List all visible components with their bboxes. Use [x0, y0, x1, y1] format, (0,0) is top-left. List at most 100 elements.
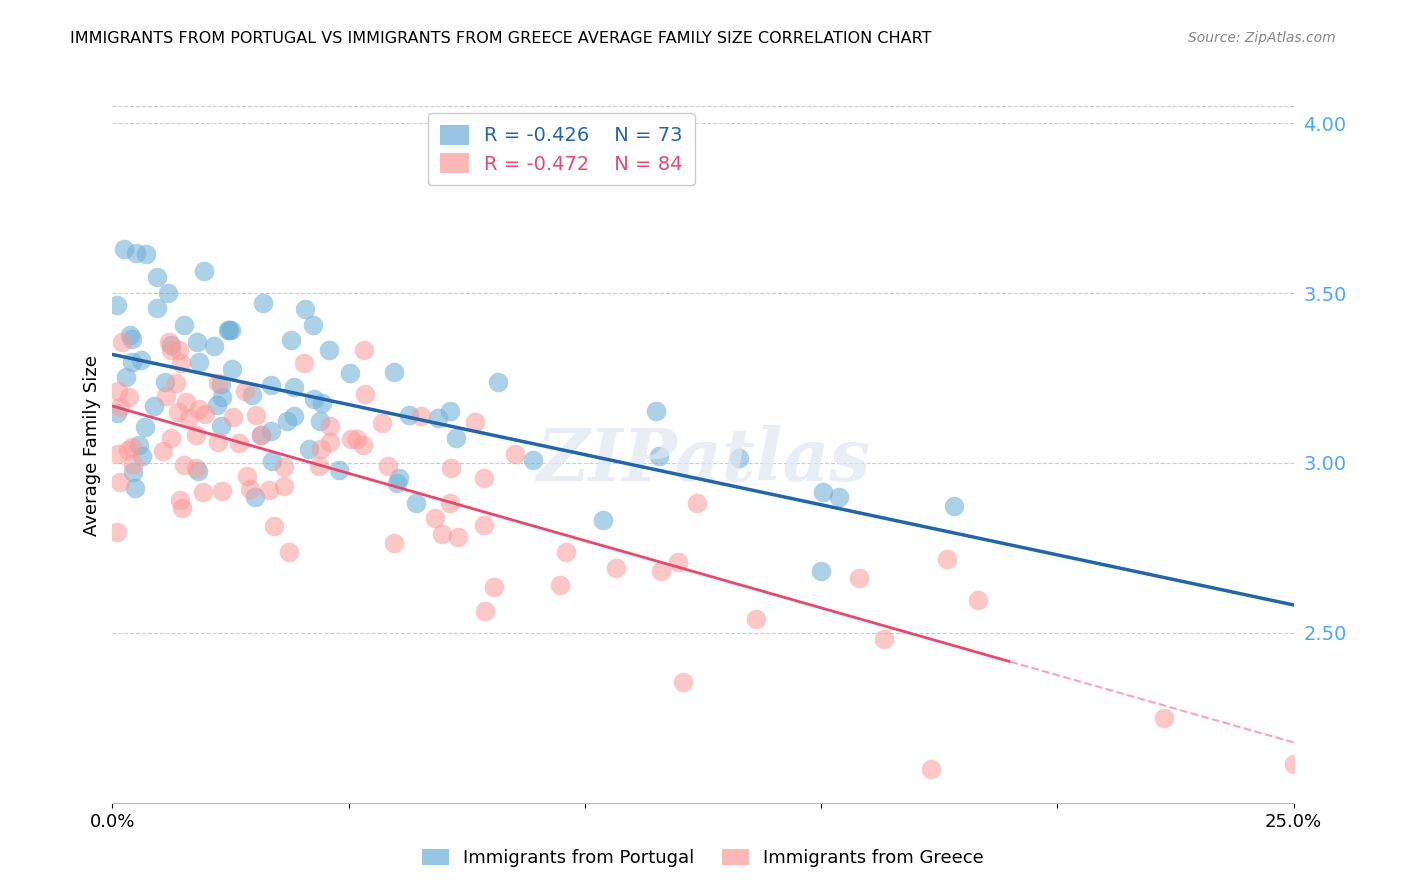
Portugal [648, 449, 671, 463]
Text: Source: ZipAtlas.com: Source: ZipAtlas.com [1188, 31, 1336, 45]
Greece [184, 427, 207, 442]
Greece [1282, 756, 1305, 771]
Greece [179, 411, 201, 425]
Portugal [218, 323, 240, 337]
Greece [319, 418, 342, 433]
Portugal [260, 454, 283, 468]
Portugal [283, 380, 305, 394]
Portugal [146, 301, 169, 315]
Portugal [221, 362, 243, 376]
Greece [169, 493, 191, 508]
Portugal [209, 418, 232, 433]
Portugal [209, 377, 232, 392]
Greece [236, 469, 259, 483]
Greece [117, 443, 139, 458]
Greece [249, 427, 271, 442]
Legend: R = -0.426    N = 73, R = -0.472    N = 84: R = -0.426 N = 73, R = -0.472 N = 84 [427, 113, 695, 186]
Greece [107, 384, 129, 398]
Greece [464, 415, 486, 429]
Greece [121, 441, 143, 455]
Greece [472, 471, 495, 485]
Greece [967, 593, 990, 607]
Portugal [187, 464, 209, 478]
Greece [160, 431, 183, 445]
Portugal [188, 354, 211, 368]
Greece [371, 416, 394, 430]
Portugal [311, 396, 333, 410]
Greece [239, 482, 262, 496]
Portugal [105, 406, 128, 420]
Portugal [828, 490, 851, 504]
Legend: Immigrants from Portugal, Immigrants from Greece: Immigrants from Portugal, Immigrants fro… [415, 841, 991, 874]
Greece [118, 390, 141, 404]
Greece [685, 496, 707, 510]
Greece [650, 564, 672, 578]
Text: ZIPatlas: ZIPatlas [536, 425, 870, 496]
Greece [346, 432, 368, 446]
Portugal [398, 408, 420, 422]
Portugal [309, 414, 332, 428]
Greece [409, 409, 432, 423]
Portugal [135, 247, 157, 261]
Portugal [205, 398, 228, 412]
Greece [555, 545, 578, 559]
Portugal [155, 375, 177, 389]
Portugal [810, 564, 832, 578]
Portugal [260, 378, 283, 392]
Portugal [645, 404, 668, 418]
Portugal [382, 365, 405, 379]
Portugal [159, 337, 181, 351]
Greece [354, 387, 377, 401]
Greece [340, 432, 363, 446]
Greece [233, 384, 256, 398]
Greece [447, 530, 470, 544]
Greece [482, 580, 505, 594]
Greece [672, 674, 695, 689]
Greece [152, 443, 174, 458]
Portugal [943, 499, 966, 513]
Greece [167, 405, 190, 419]
Greece [173, 458, 195, 472]
Greece [108, 475, 131, 490]
Greece [257, 483, 280, 497]
Portugal [124, 481, 146, 495]
Greece [382, 535, 405, 549]
Text: IMMIGRANTS FROM PORTUGAL VS IMMIGRANTS FROM GREECE AVERAGE FAMILY SIZE CORRELATI: IMMIGRANTS FROM PORTUGAL VS IMMIGRANTS F… [70, 31, 932, 46]
Greece [423, 511, 446, 525]
Greece [1153, 711, 1175, 725]
Greece [211, 484, 233, 499]
Greece [263, 519, 285, 533]
Greece [936, 552, 959, 566]
Greece [221, 409, 243, 424]
Greece [228, 435, 250, 450]
Greece [920, 762, 942, 776]
Greece [503, 447, 526, 461]
Greece [292, 356, 315, 370]
Portugal [250, 427, 273, 442]
Portugal [217, 323, 239, 337]
Portugal [405, 496, 427, 510]
Greece [170, 500, 193, 515]
Portugal [728, 451, 751, 466]
Greece [848, 571, 870, 585]
Portugal [131, 449, 153, 463]
Greece [105, 524, 128, 539]
Greece [184, 460, 207, 475]
Portugal [304, 392, 326, 406]
Portugal [294, 302, 316, 317]
Greece [165, 376, 187, 390]
Greece [439, 496, 461, 510]
Greece [352, 438, 374, 452]
Greece [474, 604, 496, 618]
Portugal [156, 286, 179, 301]
Greece [666, 555, 689, 569]
Greece [353, 343, 375, 357]
Greece [191, 485, 214, 500]
Portugal [173, 318, 195, 333]
Greece [194, 408, 217, 422]
Portugal [328, 463, 350, 477]
Greece [167, 343, 190, 358]
Greece [207, 376, 229, 391]
Portugal [134, 420, 156, 434]
Greece [308, 458, 330, 473]
